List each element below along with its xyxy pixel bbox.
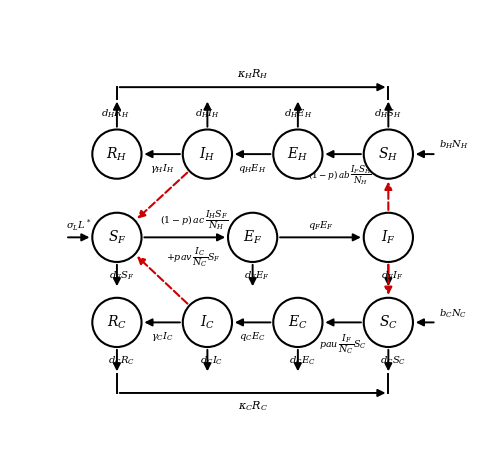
Text: $\gamma_H I_H$: $\gamma_H I_H$ [150, 162, 174, 175]
Text: $S_F$: $S_F$ [108, 228, 126, 246]
Text: $(1-p)\,ac\,\dfrac{I_H S_F}{N_H}$: $(1-p)\,ac\,\dfrac{I_H S_F}{N_H}$ [160, 208, 228, 232]
Text: $d_H E_H$: $d_H E_H$ [284, 108, 312, 120]
Circle shape [274, 298, 322, 347]
Text: $\gamma_C I_C$: $\gamma_C I_C$ [151, 330, 174, 344]
Text: $R_C$: $R_C$ [107, 313, 127, 331]
Circle shape [92, 213, 142, 262]
Text: $q_F E_F$: $q_F E_F$ [308, 219, 334, 232]
Text: $R_H$: $R_H$ [106, 145, 128, 163]
Text: $pau\,\dfrac{I_F}{N_C}S_C$: $pau\,\dfrac{I_F}{N_C}S_C$ [320, 332, 367, 356]
Text: $\kappa_C R_C$: $\kappa_C R_C$ [238, 400, 268, 413]
Text: $S_C$: $S_C$ [379, 313, 398, 331]
Text: $S_H$: $S_H$ [378, 145, 398, 163]
Text: $b_H N_H$: $b_H N_H$ [439, 139, 468, 151]
Text: $d_H S_H$: $d_H S_H$ [374, 108, 402, 120]
Circle shape [92, 130, 142, 179]
Text: $I_H$: $I_H$ [199, 145, 216, 163]
Text: $q_C E_C$: $q_C E_C$ [240, 330, 266, 344]
Text: $\kappa_H R_H$: $\kappa_H R_H$ [237, 67, 268, 81]
Circle shape [364, 130, 413, 179]
Text: $\sigma_L L^*$: $\sigma_L L^*$ [66, 218, 92, 234]
Text: $d_F E_F$: $d_F E_F$ [244, 269, 270, 282]
Text: $d_H R_H$: $d_H R_H$ [101, 108, 130, 120]
Text: $d_H I_H$: $d_H I_H$ [195, 108, 220, 120]
Text: $I_F$: $I_F$ [381, 228, 396, 246]
Circle shape [228, 213, 277, 262]
Circle shape [92, 298, 142, 347]
Text: $E_C$: $E_C$ [288, 313, 308, 331]
Text: $I_C$: $I_C$ [200, 313, 215, 331]
Circle shape [364, 213, 413, 262]
Text: $d_F I_F$: $d_F I_F$ [382, 269, 404, 282]
Text: $+pav\,\dfrac{I_C}{N_C}S_F$: $+pav\,\dfrac{I_C}{N_C}S_F$ [166, 244, 221, 268]
Text: $(1-p)\,ab\,\dfrac{I_F S_H}{N_H}$: $(1-p)\,ab\,\dfrac{I_F S_H}{N_H}$ [308, 164, 372, 187]
Circle shape [183, 298, 232, 347]
Text: $d_C R_C$: $d_C R_C$ [108, 354, 134, 367]
Text: $q_H E_H$: $q_H E_H$ [238, 162, 267, 175]
Circle shape [274, 130, 322, 179]
Text: $b_C N_C$: $b_C N_C$ [439, 307, 467, 320]
Text: $d_F S_F$: $d_F S_F$ [108, 269, 134, 282]
Circle shape [364, 298, 413, 347]
Text: $E_H$: $E_H$ [288, 145, 308, 163]
Circle shape [183, 130, 232, 179]
Text: $E_F$: $E_F$ [243, 228, 262, 246]
Text: $d_C E_C$: $d_C E_C$ [289, 354, 316, 367]
Text: $d_C I_C$: $d_C I_C$ [200, 354, 224, 367]
Text: $d_C S_C$: $d_C S_C$ [380, 354, 406, 367]
